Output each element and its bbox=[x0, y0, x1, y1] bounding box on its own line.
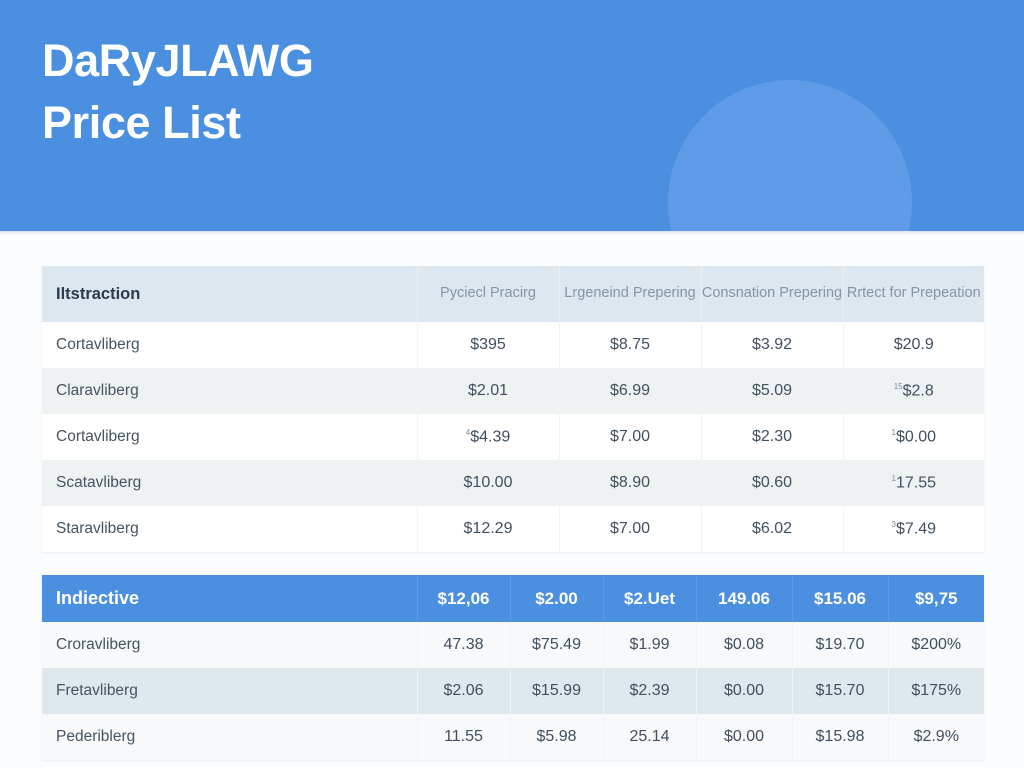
cell-value-1: $395 bbox=[417, 322, 560, 368]
cell-value-1: $12.29 bbox=[417, 506, 560, 552]
cell-value-3: 25.14 bbox=[603, 714, 697, 760]
cell-value-3: $0.60 bbox=[701, 460, 844, 506]
cell-value-3: $6.02 bbox=[701, 506, 844, 552]
footnote-mark: 1 bbox=[891, 427, 896, 437]
cell-value-3: $2.39 bbox=[603, 668, 697, 714]
column-header-4: Rrtect for Prepeation bbox=[843, 266, 984, 322]
accent-value-1: $12,06 bbox=[417, 575, 511, 622]
cell-value-5: $15.70 bbox=[792, 668, 889, 714]
cell-value-2: $75.49 bbox=[510, 622, 604, 668]
accent-row-label: Indiective bbox=[42, 575, 418, 622]
cell-value-2: $6.99 bbox=[559, 368, 702, 414]
primary-table-body: Cortavliberg $395 $8.75 $3.92 $20.9 Claravlib… bbox=[42, 322, 984, 552]
accent-value-4: 149.06 bbox=[696, 575, 793, 622]
row-label: Fretavliberg bbox=[42, 668, 418, 714]
footnote-mark: 1 bbox=[891, 473, 896, 483]
row-label: Cortavliberg bbox=[42, 414, 418, 460]
table-header-row: Iltstraction Pyciecl Pracirg Lrgeneind P… bbox=[42, 266, 984, 322]
accent-summary-row: Indiective $12,06 $2.00 $2.Uet 149.06 $1… bbox=[42, 575, 984, 622]
cell-value-3: $1.99 bbox=[603, 622, 697, 668]
cell-value-3: $5.09 bbox=[701, 368, 844, 414]
column-header-1: Pyciecl Pracirg bbox=[417, 266, 560, 322]
cell-value-4: 3$7.49 bbox=[843, 506, 984, 552]
table-row[interactable]: Scatavliberg $10.00 $8.90 $0.60 117.55 bbox=[42, 460, 984, 506]
cell-value-3: $2.30 bbox=[701, 414, 844, 460]
row-label: Croravliberg bbox=[42, 622, 418, 668]
column-header-2: Lrgeneind Prepering bbox=[559, 266, 702, 322]
cell-value-2: $15.99 bbox=[510, 668, 604, 714]
cell-value-6: $175% bbox=[888, 668, 984, 714]
cell-value-1: 11.55 bbox=[417, 714, 511, 760]
table-row[interactable]: Claravliberg $2.01 $6.99 $5.09 15$2.8 bbox=[42, 368, 984, 414]
row-label: Scatavliberg bbox=[42, 460, 418, 506]
cell-value-5: $15.98 bbox=[792, 714, 889, 760]
cell-value-4: $0.00 bbox=[696, 668, 793, 714]
cell-value-1: $2.06 bbox=[417, 668, 511, 714]
cell-value-2: $7.00 bbox=[559, 414, 702, 460]
primary-price-table: Iltstraction Pyciecl Pracirg Lrgeneind P… bbox=[42, 266, 984, 552]
decorative-circle-icon bbox=[668, 80, 912, 231]
cell-value-1: $10.00 bbox=[417, 460, 560, 506]
footnote-mark: 15 bbox=[893, 381, 903, 391]
page-header-banner: DaRyJLAWG Price List bbox=[0, 0, 1024, 231]
table-row[interactable]: Cortavliberg 4$4.39 $7.00 $2.30 1$0.00 bbox=[42, 414, 984, 460]
cell-value-1: 47.38 bbox=[417, 622, 511, 668]
banner-shadow-divider bbox=[0, 231, 1024, 235]
row-label: Staravliberg bbox=[42, 506, 418, 552]
cell-value-4: 1$0.00 bbox=[843, 414, 984, 460]
cell-value-2: $5.98 bbox=[510, 714, 604, 760]
column-header-category: Iltstraction bbox=[42, 266, 418, 322]
cell-value-2: $7.00 bbox=[559, 506, 702, 552]
cell-value-4: $0.08 bbox=[696, 622, 793, 668]
cell-value-5: $19.70 bbox=[792, 622, 889, 668]
table-row[interactable]: Croravliberg 47.38 $75.49 $1.99 $0.08 $19.70 $… bbox=[42, 622, 984, 668]
row-label: Cortavliberg bbox=[42, 322, 418, 368]
column-header-3: Consnation Prepering bbox=[701, 266, 844, 322]
cell-value-4: 117.55 bbox=[843, 460, 984, 506]
cell-value-2: $8.75 bbox=[559, 322, 702, 368]
cell-value-4: $20.9 bbox=[843, 322, 984, 368]
row-label: Claravliberg bbox=[42, 368, 418, 414]
row-label: Pederiblerg bbox=[42, 714, 418, 760]
footnote-mark: 4 bbox=[465, 427, 471, 437]
cell-value-6: $2.9% bbox=[888, 714, 984, 760]
secondary-table-body: Croravliberg 47.38 $75.49 $1.99 $0.08 $19.70 $… bbox=[42, 622, 984, 760]
footnote-mark: 3 bbox=[891, 519, 896, 529]
cell-value-4: 15$2.8 bbox=[843, 368, 984, 414]
cell-value-4: $0.00 bbox=[696, 714, 793, 760]
accent-value-2: $2.00 bbox=[510, 575, 604, 622]
accent-value-6: $9,75 bbox=[888, 575, 984, 622]
table-row[interactable]: Cortavliberg $395 $8.75 $3.92 $20.9 bbox=[42, 322, 984, 368]
table-row[interactable]: Staravliberg $12.29 $7.00 $6.02 3$7.49 bbox=[42, 506, 984, 552]
accent-value-3: $2.Uet bbox=[603, 575, 697, 622]
cell-value-2: $8.90 bbox=[559, 460, 702, 506]
cell-value-1: $2.01 bbox=[417, 368, 560, 414]
secondary-price-table: Indiective $12,06 $2.00 $2.Uet 149.06 $1… bbox=[42, 575, 984, 760]
table-row[interactable]: Fretavliberg $2.06 $15.99 $2.39 $0.00 $15.70 $… bbox=[42, 668, 984, 714]
cell-value-3: $3.92 bbox=[701, 322, 844, 368]
page-title: DaRyJLAWG Price List bbox=[42, 35, 314, 149]
table-row[interactable]: Pederiblerg 11.55 $5.98 25.14 $0.00 $15.98 $2.… bbox=[42, 714, 984, 760]
cell-value-1: 4$4.39 bbox=[417, 414, 560, 460]
accent-value-5: $15.06 bbox=[792, 575, 889, 622]
cell-value-6: $200% bbox=[888, 622, 984, 668]
